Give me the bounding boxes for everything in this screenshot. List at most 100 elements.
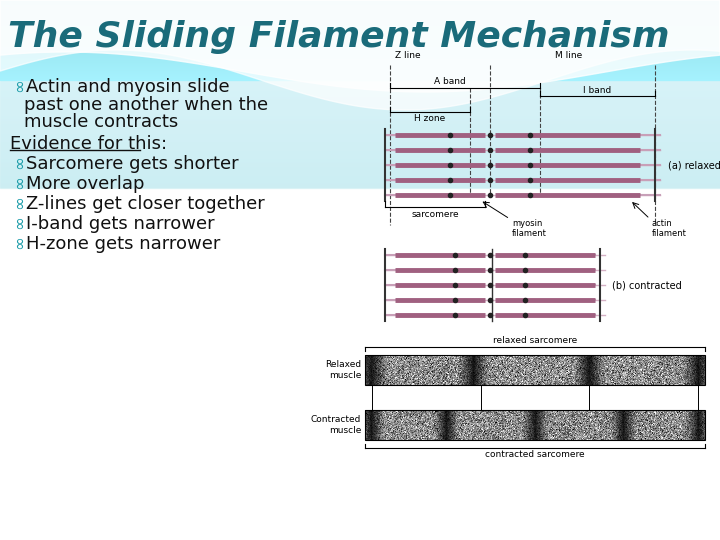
Text: I band: I band <box>583 86 611 95</box>
Bar <box>0 166 720 167</box>
Text: H zone: H zone <box>415 114 446 123</box>
Bar <box>0 95 720 96</box>
Bar <box>0 76 720 77</box>
Bar <box>0 135 720 136</box>
Bar <box>0 11 720 12</box>
Bar <box>0 82 720 83</box>
Bar <box>0 94 720 95</box>
Bar <box>0 9 720 10</box>
Bar <box>0 3 720 4</box>
Bar <box>0 37 720 38</box>
Bar <box>0 49 720 50</box>
Bar <box>0 169 720 170</box>
Bar <box>0 168 720 169</box>
Text: M line: M line <box>555 51 582 60</box>
Bar <box>0 119 720 120</box>
Bar <box>0 178 720 179</box>
Bar <box>0 137 720 138</box>
Bar <box>0 55 720 56</box>
Text: ∞: ∞ <box>10 175 28 189</box>
Bar <box>0 121 720 122</box>
Text: Z line: Z line <box>395 51 420 60</box>
Bar <box>0 62 720 63</box>
Bar <box>0 47 720 48</box>
Bar <box>0 22 720 23</box>
Bar <box>0 1 720 2</box>
Bar <box>0 66 720 67</box>
Bar <box>0 42 720 43</box>
Bar <box>0 182 720 183</box>
Text: Contracted
muscle: Contracted muscle <box>310 415 361 435</box>
Text: The Sliding Filament Mechanism: The Sliding Filament Mechanism <box>8 20 670 54</box>
Bar <box>0 12 720 13</box>
Bar <box>0 163 720 164</box>
Bar <box>0 98 720 99</box>
Bar <box>0 29 720 30</box>
Bar <box>0 54 720 55</box>
Bar <box>0 90 720 91</box>
Bar <box>0 46 720 47</box>
Bar <box>0 34 720 35</box>
Bar <box>0 110 720 111</box>
Bar <box>0 118 720 119</box>
Bar <box>0 93 720 94</box>
Bar <box>0 153 720 154</box>
Bar <box>0 158 720 159</box>
Bar <box>0 162 720 163</box>
Text: muscle contracts: muscle contracts <box>24 113 179 131</box>
Text: ∞: ∞ <box>10 78 28 92</box>
Bar <box>0 75 720 76</box>
Bar <box>0 154 720 155</box>
Bar <box>0 18 720 19</box>
Bar <box>0 26 720 27</box>
Bar <box>0 13 720 14</box>
Bar <box>0 24 720 25</box>
Bar <box>0 68 720 69</box>
Bar <box>0 81 720 82</box>
Bar <box>0 59 720 60</box>
Bar <box>0 20 720 21</box>
Text: More overlap: More overlap <box>26 175 145 193</box>
Bar <box>0 72 720 73</box>
Text: ∞: ∞ <box>10 235 28 249</box>
Text: H-zone gets narrower: H-zone gets narrower <box>26 235 220 253</box>
Bar <box>0 159 720 160</box>
Bar <box>0 173 720 174</box>
Bar <box>0 132 720 133</box>
Bar <box>0 130 720 131</box>
Bar <box>0 41 720 42</box>
Bar <box>0 156 720 157</box>
Bar <box>0 50 720 51</box>
Bar <box>0 155 720 156</box>
Text: I-band gets narrower: I-band gets narrower <box>26 215 215 233</box>
Bar <box>0 116 720 117</box>
Bar <box>0 96 720 97</box>
Bar <box>0 10 720 11</box>
Polygon shape <box>0 0 720 92</box>
Bar <box>0 126 720 127</box>
Text: Evidence for this:: Evidence for this: <box>10 135 167 153</box>
Text: ∞: ∞ <box>10 195 28 209</box>
Bar <box>0 64 720 65</box>
Bar <box>0 74 720 75</box>
Polygon shape <box>0 0 720 110</box>
Text: ∞: ∞ <box>10 215 28 229</box>
Text: Relaxed
muscle: Relaxed muscle <box>325 360 361 380</box>
Bar <box>0 160 720 161</box>
Text: ∞: ∞ <box>10 155 28 169</box>
Bar <box>0 21 720 22</box>
Bar <box>0 91 720 92</box>
Bar <box>0 7 720 8</box>
Bar <box>0 161 720 162</box>
Bar <box>0 51 720 52</box>
Bar <box>0 38 720 39</box>
Bar <box>0 87 720 88</box>
Bar <box>0 14 720 15</box>
Bar <box>0 120 720 121</box>
Bar <box>0 112 720 113</box>
Bar <box>0 52 720 53</box>
Bar <box>0 106 720 107</box>
Bar <box>0 113 720 114</box>
Bar <box>0 92 720 93</box>
Bar <box>0 73 720 74</box>
